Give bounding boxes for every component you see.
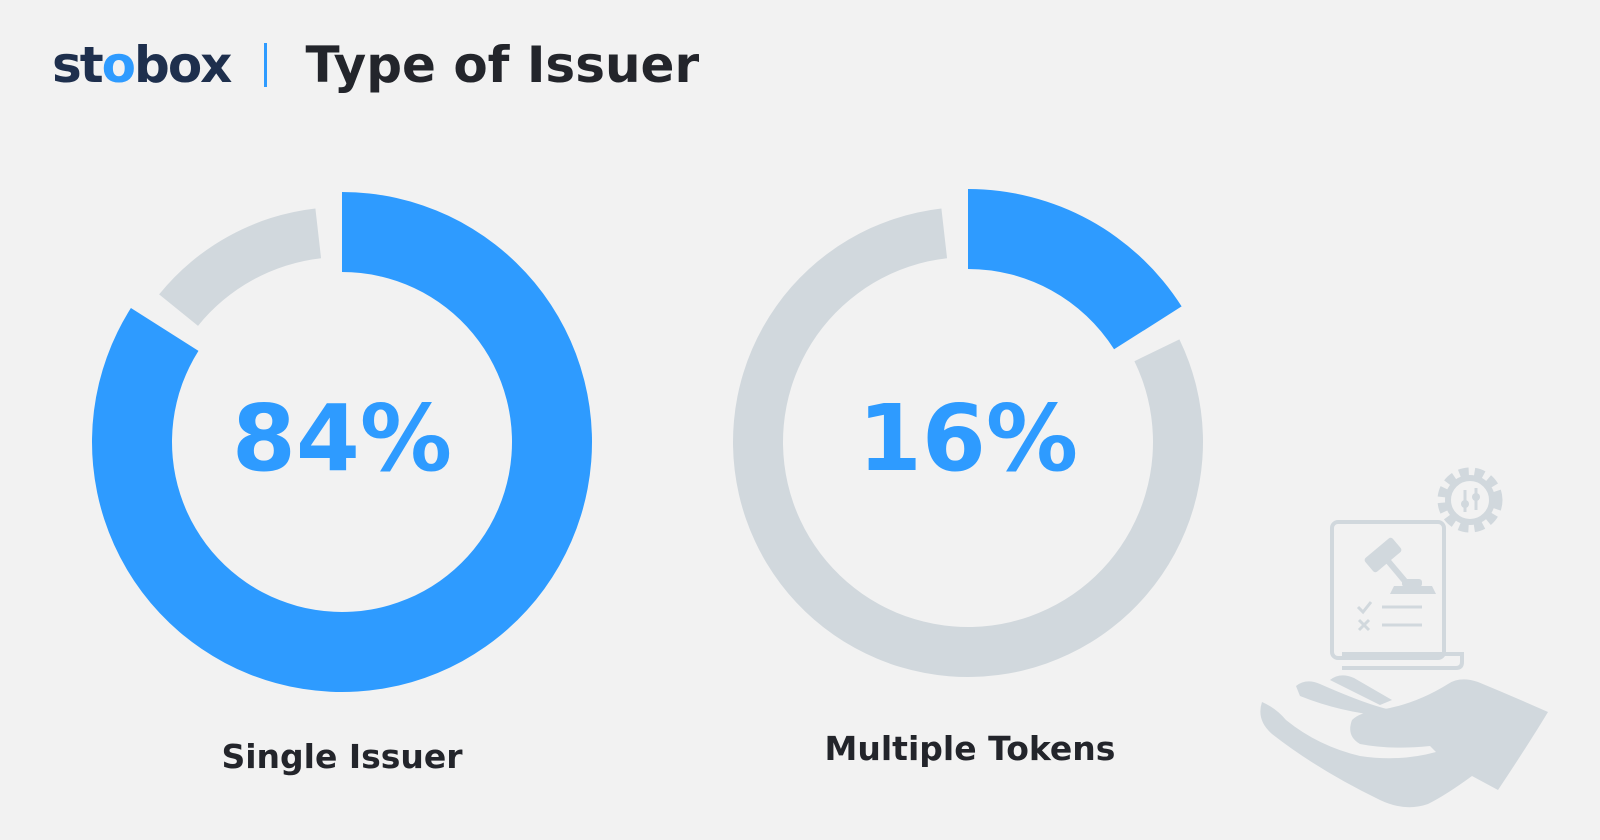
header-divider (264, 43, 268, 87)
stobox-logo: stobox (52, 36, 232, 94)
donut-category-label: Multiple Tokens (825, 729, 1116, 768)
donut-slice-remainder (159, 208, 322, 326)
donut-percent-label: 84% (232, 385, 452, 492)
hand-holding-document-with-gavel-and-gear-icon (1260, 467, 1548, 808)
page-title: Type of Issuer (305, 36, 700, 94)
donut-percent-label: 16% (858, 385, 1078, 492)
donut-single-issuer: 84% Single Issuer (91, 192, 593, 776)
header: stobox Type of Issuer (52, 34, 699, 96)
donut-slice-highlight (968, 189, 1182, 350)
donut-category-label: Single Issuer (221, 737, 463, 776)
donut-multiple-tokens: 16% Multiple Tokens (733, 189, 1203, 768)
donut-slice-highlight (91, 192, 593, 692)
